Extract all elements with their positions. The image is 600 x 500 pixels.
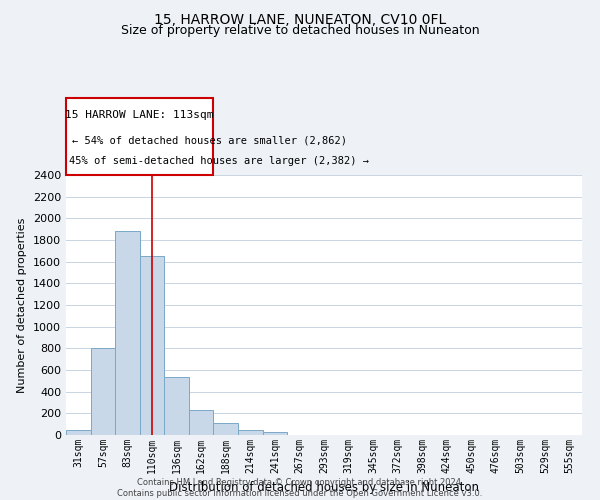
Text: 15 HARROW LANE: 113sqm: 15 HARROW LANE: 113sqm [65,110,214,120]
Text: 15, HARROW LANE, NUNEATON, CV10 0FL: 15, HARROW LANE, NUNEATON, CV10 0FL [154,12,446,26]
X-axis label: Distribution of detached houses by size in Nuneaton: Distribution of detached houses by size … [169,482,479,494]
Bar [91,348,115,435]
Bar [164,376,189,435]
Y-axis label: Number of detached properties: Number of detached properties [17,218,28,392]
Bar [66,430,91,435]
Text: ← 54% of detached houses are smaller (2,862): ← 54% of detached houses are smaller (2,… [72,135,347,145]
Bar [140,256,164,435]
Bar [115,232,140,435]
Text: Size of property relative to detached houses in Nuneaton: Size of property relative to detached ho… [121,24,479,37]
Text: 45% of semi-detached houses are larger (2,382) →: 45% of semi-detached houses are larger (… [69,156,369,166]
Bar [263,432,287,435]
Text: Contains HM Land Registry data © Crown copyright and database right 2024.
Contai: Contains HM Land Registry data © Crown c… [118,478,482,498]
Bar [238,430,263,435]
Bar [189,410,214,435]
Bar [214,423,238,435]
